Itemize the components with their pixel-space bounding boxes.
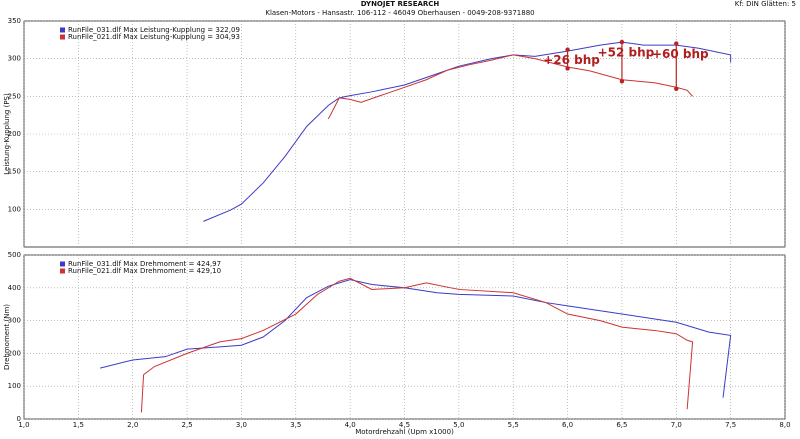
y-tick-label: 200 <box>8 349 21 357</box>
y-tick-label: 400 <box>8 284 21 292</box>
annotation-dot <box>619 39 625 45</box>
y-tick-label: 350 <box>8 17 21 25</box>
y-tick-label: 0 <box>17 415 21 423</box>
x-tick-label: 4,0 <box>345 421 356 429</box>
line-series <box>140 277 694 413</box>
annotation-label: +26 bhp <box>543 53 600 67</box>
legend-swatch <box>60 268 65 274</box>
y-tick-label: 100 <box>8 382 21 390</box>
annotation-dot <box>674 41 679 46</box>
legend-swatch <box>60 27 65 33</box>
legend-label: RunFile_021.dlf Max Leistung-Kupplung = … <box>68 33 240 41</box>
x-tick-label: 3,5 <box>290 421 301 429</box>
y-tick-label: 150 <box>8 168 21 176</box>
annotation-dot <box>619 79 625 84</box>
y-tick-label: 250 <box>8 92 21 100</box>
y-tick-label: 500 <box>8 251 21 259</box>
x-tick-label: 4,5 <box>399 421 410 429</box>
x-tick-label: 1,0 <box>18 421 29 429</box>
x-axis-label: Motordrehzahl (Upm x1000) <box>355 428 454 435</box>
legend-label: RunFile_031.dlf Max Leistung-Kupplung = … <box>68 26 240 34</box>
y-tick-label: 200 <box>8 130 21 138</box>
x-tick-label: 3,0 <box>236 421 247 429</box>
legend-label: RunFile_021.dlf Max Drehmoment = 429,10 <box>68 267 221 275</box>
x-tick-label: 1,5 <box>73 421 84 429</box>
annotation-dot <box>565 47 570 52</box>
y-axis-label: Leistung-Kupplung (PS) <box>3 93 11 175</box>
x-tick-label: 6,0 <box>562 421 573 429</box>
settings: Kf: DIN Glätten: 5 <box>735 0 796 8</box>
line-series <box>203 41 732 222</box>
line-series <box>99 279 732 398</box>
y-tick-label: 300 <box>8 55 21 63</box>
annotation-dot <box>674 86 679 92</box>
x-tick-label: 5,0 <box>453 421 464 429</box>
x-tick-label: 8,0 <box>779 421 790 429</box>
annotation-label: +52 bhp <box>598 46 655 60</box>
legend-swatch <box>60 261 65 267</box>
x-tick-label: 2,5 <box>182 421 193 429</box>
x-tick-label: 7,5 <box>725 421 736 429</box>
y-tick-label: 300 <box>8 317 21 325</box>
legend-swatch <box>60 34 65 40</box>
line-series <box>327 54 693 120</box>
x-tick-label: 6,5 <box>616 421 627 429</box>
y-axis-label: Drehmoment (Nm) <box>3 304 11 370</box>
title: DYNOJET RESEARCH <box>361 0 440 8</box>
annotation-label: +60 bhp <box>652 47 709 61</box>
annotation-dot <box>565 66 570 71</box>
y-tick-label: 100 <box>8 205 21 213</box>
x-tick-label: 5,5 <box>508 421 519 429</box>
x-tick-label: 7,0 <box>671 421 682 429</box>
x-tick-label: 2,0 <box>127 421 138 429</box>
legend-label: RunFile_031.dlf Max Drehmoment = 424,97 <box>68 260 221 268</box>
subtitle: Klasen-Motors - Hansastr. 106-112 - 4604… <box>265 9 534 17</box>
